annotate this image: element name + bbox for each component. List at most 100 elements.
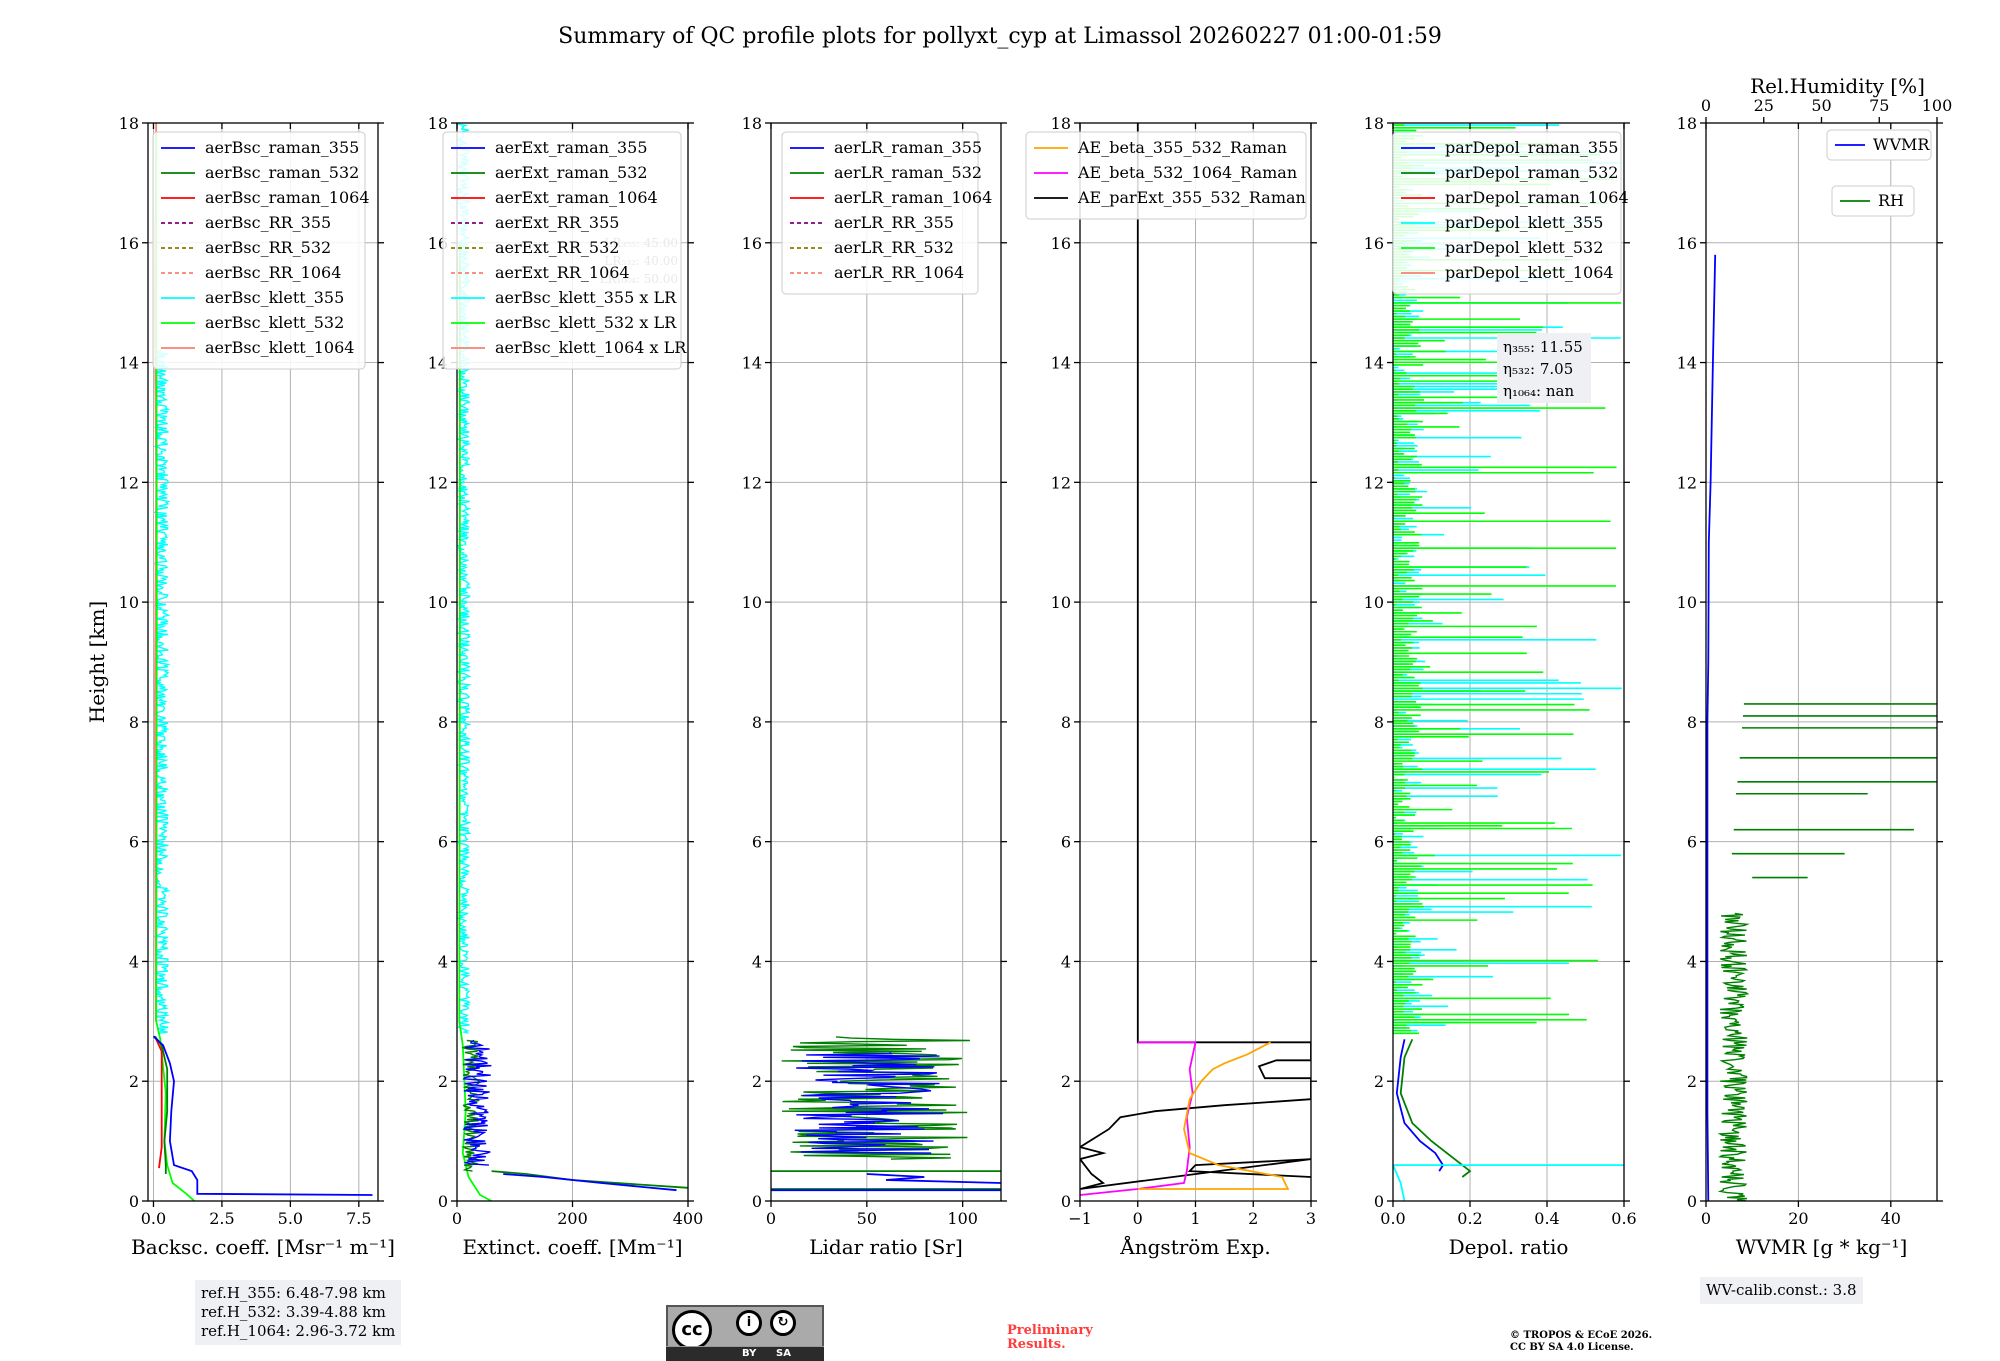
y-tick-label: 18 — [119, 114, 139, 133]
attribution-icon: i — [736, 1310, 762, 1336]
axes-frame — [770, 122, 1002, 1202]
legend-label: AE_beta_532_1064_Raman — [1077, 163, 1297, 182]
x-tick-label: 0.6 — [1611, 1209, 1636, 1228]
legend: aerExt_raman_355 aerExt_raman_532 aerExt_r… — [442, 131, 687, 370]
x-tick-label: 50 — [857, 1209, 877, 1228]
x-tick-label: 0 — [1133, 1209, 1143, 1228]
legend-label: aerLR_raman_355 — [834, 138, 982, 157]
series-aerLR_raman_355 lowA — [866, 1173, 1001, 1184]
series-aerBsc_klett_532 — [155, 134, 196, 1201]
y-tick-label: 2 — [438, 1072, 448, 1091]
y-tick-label: 2 — [1061, 1072, 1071, 1091]
panel-water_vapor: 0 20 40 0 2 4 6 8 10 12 14 16 18 WVMR [g * kg⁻¹] 0 25 50… — [1677, 74, 1953, 1259]
copyright-line1: © TROPOS & ECoE 2026. — [1510, 1330, 1653, 1341]
y-tick-label: 10 — [1677, 593, 1697, 612]
preliminary-line1: Preliminary — [1007, 1323, 1093, 1338]
y-tick-label: 0 — [1061, 1192, 1071, 1211]
x-tick-label: 40 — [1881, 1209, 1901, 1228]
y-tick-label: 10 — [119, 593, 139, 612]
share-alike-icon: ↻ — [770, 1310, 796, 1336]
axes-frame — [1392, 122, 1625, 1202]
y-tick-label: 0 — [752, 1192, 762, 1211]
y-tick-label: 18 — [1051, 114, 1071, 133]
legend-label: parDepol_raman_1064 — [1445, 188, 1629, 207]
y-tick-label: 2 — [752, 1072, 762, 1091]
y-tick-label: 2 — [1687, 1072, 1697, 1091]
y-tick-label: 12 — [1364, 473, 1384, 492]
y-tick-label: 16 — [119, 234, 139, 253]
y-tick-label: 4 — [1687, 952, 1697, 971]
legend: aerLR_raman_355 aerLR_raman_532 aerLR_rama… — [781, 131, 992, 295]
series-aerLR_raman_355 — [794, 1051, 944, 1154]
y-tick-label: 0 — [438, 1192, 448, 1211]
panel-lidar_ratio: 0 50 100 0 2 4 6 8 10 12 14 16 18 Lidar ratio [Sr] aer… — [742, 114, 1007, 1259]
y-tick-label: 12 — [428, 473, 448, 492]
panel-backscatter: 0.0 2.5 5.0 7.5 0 2 4 6 8 10 12 14 16 18 Backsc. coeff… — [85, 114, 395, 1259]
legend-label: aerExt_raman_1064 — [495, 188, 658, 207]
y-tick-label: 16 — [1677, 234, 1697, 253]
y-tick-label: 4 — [129, 952, 139, 971]
y-tick-label: 8 — [1061, 713, 1071, 732]
legend-label: aerLR_RR_355 — [834, 213, 954, 232]
y-tick-label: 14 — [1364, 354, 1384, 373]
legend-box — [1392, 131, 1622, 295]
copyright-line2: CC BY SA 4.0 License. — [1510, 1342, 1634, 1353]
axes-frame — [1705, 122, 1938, 1202]
series-RH — [1717, 912, 1750, 1201]
y-tick-label: 10 — [428, 593, 448, 612]
x-tick-label: 400 — [673, 1209, 704, 1228]
eta-box — [1497, 333, 1591, 403]
y-tick-label: 6 — [752, 833, 762, 852]
legend-box — [781, 131, 979, 295]
x-axis-label: Depol. ratio — [1449, 1235, 1569, 1259]
legend-label: WVMR — [1873, 135, 1930, 154]
y-tick-label: 4 — [438, 952, 448, 971]
legend: WVMR RH — [1826, 129, 1932, 217]
cc-icon: cc — [672, 1310, 712, 1350]
x-tick-label: 5.0 — [278, 1209, 303, 1228]
legend-label: aerBsc_RR_532 — [205, 238, 331, 257]
top-tick-label: 25 — [1754, 96, 1774, 115]
wv-calib-box: WV-calib.const.: 3.8 — [1700, 1277, 1863, 1304]
y-tick-label: 4 — [1374, 952, 1384, 971]
y-tick-label: 8 — [1374, 713, 1384, 732]
x-tick-label: 200 — [557, 1209, 588, 1228]
series-aerExt_raman_532 low — [491, 1170, 688, 1189]
legend-label: RH — [1878, 191, 1904, 210]
x-tick-label: 0.0 — [141, 1209, 166, 1228]
y-tick-label: 18 — [1677, 114, 1697, 133]
y-axis-label: Height [km] — [85, 601, 109, 723]
top-tick-label: 75 — [1869, 96, 1889, 115]
y-tick-label: 8 — [752, 713, 762, 732]
y-tick-label: 18 — [1364, 114, 1384, 133]
legend: AE_beta_355_532_Raman AE_beta_532_1064_Ra… — [1025, 131, 1307, 220]
x-tick-label: 0 — [1701, 1209, 1711, 1228]
y-tick-label: 8 — [438, 713, 448, 732]
legend: aerBsc_raman_355 aerBsc_raman_532 aerBsc_r… — [152, 131, 370, 370]
y-tick-label: 10 — [742, 593, 762, 612]
series-aerExt_raman_532 — [461, 1039, 481, 1172]
legend-label: aerBsc_raman_532 — [205, 163, 359, 182]
series-group — [771, 1036, 1001, 1192]
legend-label: aerLR_RR_1064 — [834, 263, 964, 282]
top-axis-label: Rel.Humidity [%] — [1750, 74, 1925, 98]
series-group — [1706, 254, 1937, 1201]
y-tick-label: 12 — [1677, 473, 1697, 492]
axes-frame — [147, 122, 379, 1202]
legend-label: aerLR_raman_532 — [834, 163, 982, 182]
x-axis-label: Lidar ratio [Sr] — [809, 1235, 963, 1259]
series-group — [1080, 123, 1311, 1196]
series-parDepol_raman_355 — [1395, 1039, 1445, 1172]
series-aerBsc_raman_355 — [152, 1035, 373, 1196]
series-WVMR — [1706, 254, 1717, 1201]
x-tick-label: 3 — [1306, 1209, 1316, 1228]
y-tick-label: 8 — [1687, 713, 1697, 732]
y-tick-label: 14 — [119, 354, 139, 373]
y-tick-label: 10 — [1364, 593, 1384, 612]
x-axis-label: Extinct. coeff. [Mm⁻¹] — [462, 1235, 682, 1259]
by-label: BY — [742, 1348, 757, 1359]
y-tick-label: 12 — [119, 473, 139, 492]
x-tick-label: 0 — [766, 1209, 776, 1228]
